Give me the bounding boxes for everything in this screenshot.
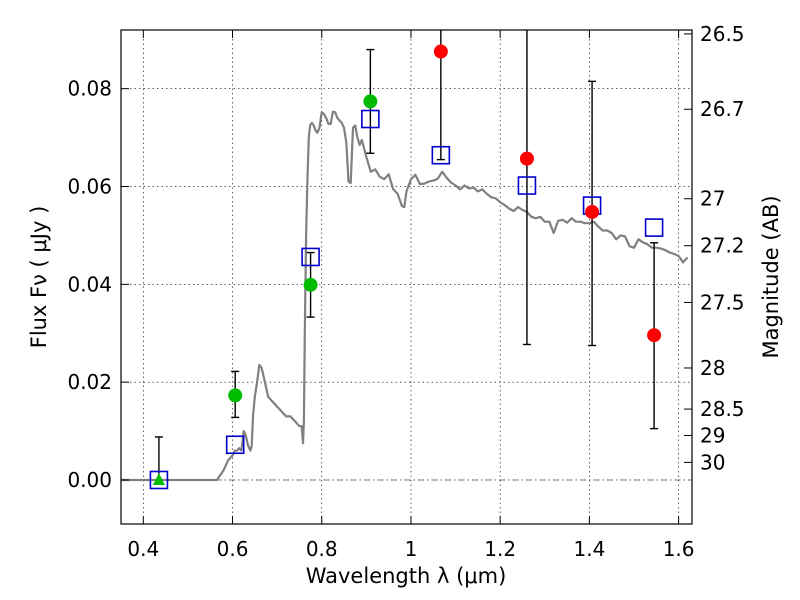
y-tick-label: 0.04 — [67, 272, 112, 296]
x-tick-label: 0.8 — [306, 537, 338, 561]
observed-point-infrared — [519, 151, 534, 166]
data-area — [121, 30, 689, 490]
mag-tick-label: 27.2 — [700, 234, 745, 258]
model-photometry-square — [225, 435, 245, 455]
x-tick-label: 0.6 — [217, 537, 249, 561]
observed-point-infrared — [647, 328, 662, 343]
model-photometry-square — [361, 109, 380, 129]
x-tick-label: 0.4 — [127, 537, 159, 561]
mag-tick-label: 29 — [700, 423, 725, 447]
x-tick-label: 1.2 — [484, 537, 516, 561]
mag-tick-label: 28.5 — [700, 397, 745, 421]
x-tick-label: 1 — [405, 537, 418, 561]
y-tick-label: 0.08 — [67, 77, 112, 101]
model-photometry-square — [517, 176, 537, 195]
mag-tick-label: 26.5 — [700, 22, 745, 46]
x-tick-label: 1.6 — [663, 537, 695, 561]
mag-tick-label: 27.5 — [700, 290, 745, 314]
x-tick-label: 1.4 — [573, 537, 605, 561]
axes-ticks: 0.4 0.6 0.8 1 1.2 1.4 1.6 0.00 0.02 0.04 0.06 0.08 2… — [67, 22, 744, 561]
model-photometry-square — [644, 218, 664, 237]
model-photometry-square — [149, 470, 169, 490]
y-axis-label: Flux Fν ( μJy ) — [27, 206, 51, 349]
y-tick-label: 0.00 — [67, 468, 112, 492]
model-photometry-square — [301, 247, 320, 267]
model-photometry-square — [431, 145, 451, 165]
y2-axis-label: Magnitude (AB) — [759, 195, 783, 358]
observed-point-infrared — [585, 204, 600, 219]
observed-point-infrared — [433, 44, 448, 59]
observed-point-optical — [228, 388, 243, 403]
observed-point-optical — [363, 94, 378, 109]
plot-frame — [120, 29, 693, 525]
mag-tick-label: 30 — [700, 450, 725, 474]
x-axis-label: Wavelength λ (μm) — [306, 564, 507, 588]
plot-background — [121, 30, 692, 524]
observed-point-upper-limit — [152, 472, 165, 485]
y-tick-label: 0.06 — [67, 175, 112, 199]
mag-tick-label: 28 — [700, 356, 725, 380]
mag-tick-label: 27 — [700, 187, 725, 211]
mag-tick-label: 26.7 — [700, 97, 745, 121]
y-tick-label: 0.02 — [67, 370, 112, 394]
observed-point-optical — [303, 277, 318, 292]
model-sed-line — [121, 110, 689, 482]
